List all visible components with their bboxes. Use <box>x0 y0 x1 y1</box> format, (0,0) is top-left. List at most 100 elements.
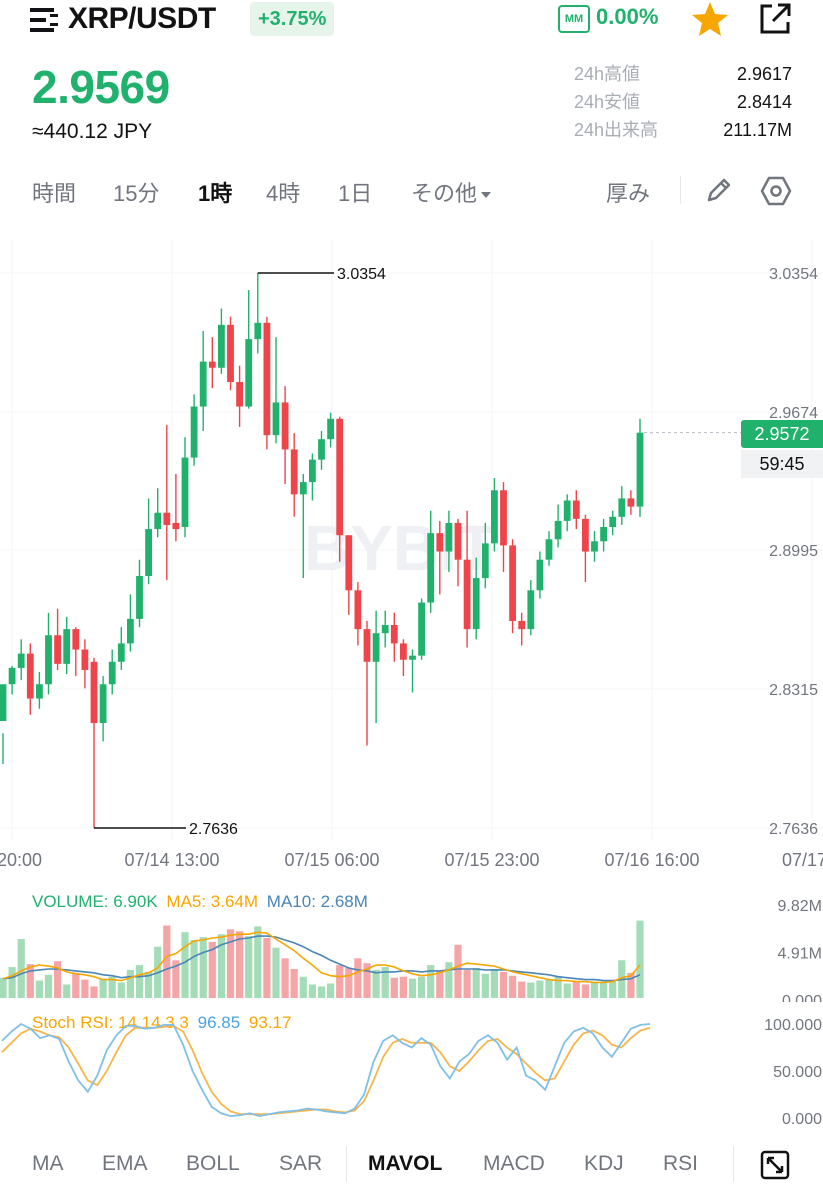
candle-up <box>327 418 334 440</box>
tf-15m[interactable]: 15分 <box>113 181 160 206</box>
candle-up <box>36 684 43 699</box>
divider <box>733 1146 734 1182</box>
tf-1d[interactable]: 1日 <box>338 181 373 206</box>
settings-icon[interactable] <box>759 174 793 208</box>
volume-bar <box>345 968 353 998</box>
volume-bar <box>299 976 307 998</box>
volume-bar <box>408 978 417 998</box>
tf-more[interactable]: その他 <box>411 176 492 208</box>
volume-bar <box>590 982 599 998</box>
tf-1h[interactable]: 1時 <box>198 181 233 206</box>
price-axis-label: 2.7636 <box>769 821 818 838</box>
candle-down <box>390 625 398 644</box>
low-marker-label: 2.7636 <box>189 821 238 838</box>
volume-bar <box>317 986 326 998</box>
candle-up <box>45 635 52 685</box>
indicator-sar[interactable]: SAR <box>279 1152 323 1175</box>
pencil-icon[interactable] <box>703 174 735 206</box>
volume-legend: VOLUME: 6.90K MA5: 3.64M MA10: 2.68M <box>32 892 372 912</box>
candle-up <box>381 625 389 634</box>
volume-bar <box>545 979 553 998</box>
volume-bar <box>509 975 517 998</box>
volume-bar <box>163 925 171 998</box>
volume-bar <box>90 986 98 998</box>
candle-up <box>272 402 280 436</box>
stoch-axis-label: 50.000 <box>773 1064 822 1081</box>
candle-down <box>354 590 362 630</box>
time-axis-label: 07/17 0 <box>782 850 823 870</box>
candle-down <box>463 559 471 630</box>
candle-up <box>427 533 435 603</box>
candle-down <box>281 402 289 450</box>
candle-up <box>218 324 225 368</box>
indicator-mavol[interactable]: MAVOL <box>368 1152 443 1175</box>
share-icon[interactable] <box>758 2 792 36</box>
volume-bar <box>108 976 116 998</box>
candle-up <box>445 522 453 552</box>
candle-up <box>563 500 571 521</box>
volume-bar <box>236 931 244 998</box>
high-marker-label: 3.0354 <box>337 266 386 283</box>
candle-up <box>309 459 316 483</box>
volume-bar <box>245 936 253 998</box>
candle-up <box>136 576 143 619</box>
volume-value: VOLUME: 6.90K <box>32 892 158 911</box>
volume-bar <box>308 984 316 998</box>
candle-up <box>609 516 617 528</box>
candle-up <box>536 559 544 591</box>
volume-bar <box>117 982 125 998</box>
header: XRP/USDT +3.75% MM 0.00% <box>0 0 823 40</box>
stat-row-high: 24h高値 2.9617 <box>574 60 792 88</box>
volume-bar <box>63 984 71 998</box>
price-axis-label: 3.0354 <box>769 266 818 283</box>
tf-4h[interactable]: 4時 <box>266 181 301 206</box>
menu-icon[interactable] <box>30 7 62 33</box>
indicator-kdj[interactable]: KDJ <box>584 1152 624 1175</box>
candle-up <box>418 602 425 656</box>
indicator-rsi[interactable]: RSI <box>663 1152 699 1175</box>
candle-up <box>545 539 553 560</box>
volume-bar <box>454 944 462 998</box>
volume-bar <box>354 958 362 998</box>
volume-bar <box>8 967 16 998</box>
candle-up <box>245 339 253 407</box>
volume-bar <box>636 920 644 998</box>
tf-time[interactable]: 時間 <box>32 181 77 206</box>
candle-up <box>108 661 116 685</box>
volume-bar <box>72 972 80 998</box>
candle-up <box>600 527 607 542</box>
volume-bar <box>390 977 398 998</box>
volume-bar <box>81 979 89 998</box>
volume-bar <box>381 967 389 998</box>
volume-bar <box>481 973 489 998</box>
stat-label: 24h安値 <box>574 92 641 112</box>
pair-title[interactable]: XRP/USDT <box>68 2 216 35</box>
indicator-macd[interactable]: MACD <box>483 1152 545 1175</box>
candle-up <box>318 439 325 460</box>
volume-chart: 9.82M 4.91M 0.000 <box>0 898 822 1002</box>
fullscreen-icon[interactable] <box>760 1150 790 1180</box>
candle-up <box>0 684 7 722</box>
indicator-ema[interactable]: EMA <box>102 1152 148 1175</box>
volume-bar <box>609 980 617 998</box>
volume-bar <box>0 977 7 998</box>
volume-bar <box>336 965 344 998</box>
candle-up <box>254 322 262 340</box>
volume-axis-label: 4.91M <box>778 946 822 963</box>
star-icon[interactable] <box>690 0 730 38</box>
depth-tab[interactable]: 厚み <box>606 181 651 206</box>
mm-value[interactable]: 0.00% <box>596 4 659 29</box>
candle-down <box>263 322 271 436</box>
tf-more-label: その他 <box>411 181 478 206</box>
mm-icon[interactable]: MM <box>558 5 590 33</box>
candle-up <box>491 490 498 544</box>
stat-value: 211.17M <box>723 120 792 140</box>
indicator-boll[interactable]: BOLL <box>186 1152 240 1175</box>
candle-up <box>117 643 125 662</box>
volume-bar <box>126 969 134 998</box>
stat-row-volume: 24h出来高 211.17M <box>574 116 792 144</box>
indicator-ma[interactable]: MA <box>32 1152 64 1175</box>
volume-bar <box>199 937 207 998</box>
candle-up <box>472 578 480 630</box>
